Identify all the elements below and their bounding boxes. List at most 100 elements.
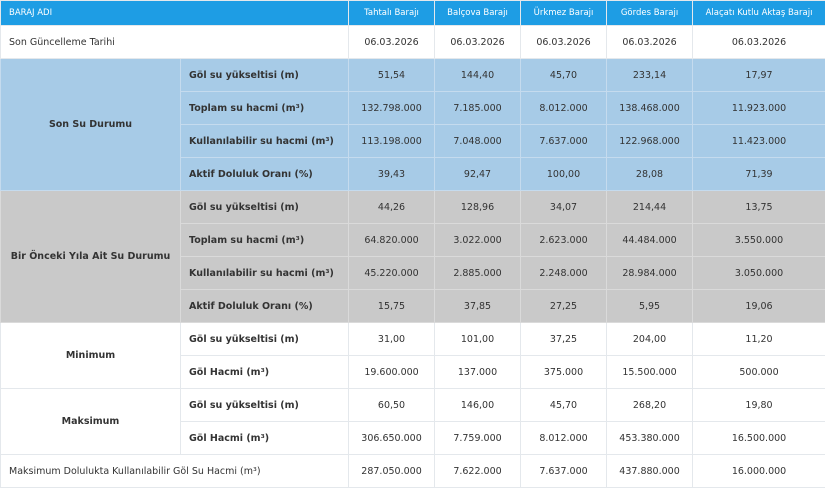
row-label: Toplam su hacmi (m³) <box>181 224 349 257</box>
value-cell: 137.000 <box>435 356 521 389</box>
value-cell: 268,20 <box>607 389 693 422</box>
value-cell: 214,44 <box>607 191 693 224</box>
value-cell: 306.650.000 <box>349 422 435 455</box>
value-cell: 2.623.000 <box>521 224 607 257</box>
row-label: Göl Hacmi (m³) <box>181 356 349 389</box>
value-cell: 19,80 <box>693 389 825 422</box>
value-cell: 8.012.000 <box>521 422 607 455</box>
value-cell: 5,95 <box>607 290 693 323</box>
value-cell: 204,00 <box>607 323 693 356</box>
value-cell: 06.03.2026 <box>349 26 435 59</box>
row-label: Göl su yükseltisi (m) <box>181 59 349 92</box>
row-label: Göl su yükseltisi (m) <box>181 191 349 224</box>
value-cell: 500.000 <box>693 356 825 389</box>
value-cell: 101,00 <box>435 323 521 356</box>
value-cell: 51,54 <box>349 59 435 92</box>
value-cell: 92,47 <box>435 158 521 191</box>
value-cell: 45.220.000 <box>349 257 435 290</box>
value-cell: 375.000 <box>521 356 607 389</box>
value-cell: 122.968.000 <box>607 125 693 158</box>
value-cell: 2.248.000 <box>521 257 607 290</box>
row-label: Göl su yükseltisi (m) <box>181 323 349 356</box>
value-cell: 233,14 <box>607 59 693 92</box>
value-cell: 8.012.000 <box>521 92 607 125</box>
value-cell: 16.500.000 <box>693 422 825 455</box>
value-cell: 132.798.000 <box>349 92 435 125</box>
value-cell: 15,75 <box>349 290 435 323</box>
value-cell: 60,50 <box>349 389 435 422</box>
group-label: Bir Önceki Yıla Ait Su Durumu <box>1 191 181 323</box>
row-label: Göl Hacmi (m³) <box>181 422 349 455</box>
value-cell: 06.03.2026 <box>435 26 521 59</box>
value-cell: 17,97 <box>693 59 825 92</box>
row-label: Kullanılabilir su hacmi (m³) <box>181 257 349 290</box>
value-cell: 144,40 <box>435 59 521 92</box>
last-row: Maksimum Dolulukta Kullanılabilir Göl Su… <box>1 455 825 488</box>
row-label: Son Güncelleme Tarihi <box>1 26 349 59</box>
value-cell: 146,00 <box>435 389 521 422</box>
value-cell: 7.759.000 <box>435 422 521 455</box>
value-cell: 128,96 <box>435 191 521 224</box>
column-header: Tahtalı Barajı <box>349 1 435 26</box>
value-cell: 06.03.2026 <box>521 26 607 59</box>
row-label: Aktif Doluluk Oranı (%) <box>181 158 349 191</box>
row-label: Aktif Doluluk Oranı (%) <box>181 290 349 323</box>
value-cell: 113.198.000 <box>349 125 435 158</box>
value-cell: 7.637.000 <box>521 125 607 158</box>
row-label: Göl su yükseltisi (m) <box>181 389 349 422</box>
value-cell: 45,70 <box>521 59 607 92</box>
value-cell: 44,26 <box>349 191 435 224</box>
value-cell: 44.484.000 <box>607 224 693 257</box>
value-cell: 13,75 <box>693 191 825 224</box>
value-cell: 437.880.000 <box>607 455 693 488</box>
value-cell: 06.03.2026 <box>607 26 693 59</box>
value-cell: 37,25 <box>521 323 607 356</box>
column-header: Alaçatı Kutlu Aktaş Barajı <box>693 1 825 26</box>
column-header: Ürkmez Barajı <box>521 1 607 26</box>
value-cell: 287.050.000 <box>349 455 435 488</box>
value-cell: 06.03.2026 <box>693 26 825 59</box>
header-label: BARAJ ADI <box>1 1 349 26</box>
value-cell: 7.637.000 <box>521 455 607 488</box>
value-cell: 100,00 <box>521 158 607 191</box>
row-label: Maksimum Dolulukta Kullanılabilir Göl Su… <box>1 455 349 488</box>
group-label: Maksimum <box>1 389 181 455</box>
column-header: Gördes Barajı <box>607 1 693 26</box>
value-cell: 31,00 <box>349 323 435 356</box>
value-cell: 453.380.000 <box>607 422 693 455</box>
column-header: Balçova Barajı <box>435 1 521 26</box>
group-label: Son Su Durumu <box>1 59 181 191</box>
row-label: Toplam su hacmi (m³) <box>181 92 349 125</box>
value-cell: 28.984.000 <box>607 257 693 290</box>
value-cell: 45,70 <box>521 389 607 422</box>
value-cell: 2.885.000 <box>435 257 521 290</box>
value-cell: 34,07 <box>521 191 607 224</box>
value-cell: 3.022.000 <box>435 224 521 257</box>
value-cell: 7.185.000 <box>435 92 521 125</box>
row-label: Kullanılabilir su hacmi (m³) <box>181 125 349 158</box>
value-cell: 3.050.000 <box>693 257 825 290</box>
value-cell: 138.468.000 <box>607 92 693 125</box>
value-cell: 3.550.000 <box>693 224 825 257</box>
value-cell: 11.923.000 <box>693 92 825 125</box>
value-cell: 27,25 <box>521 290 607 323</box>
value-cell: 37,85 <box>435 290 521 323</box>
value-cell: 64.820.000 <box>349 224 435 257</box>
value-cell: 16.000.000 <box>693 455 825 488</box>
value-cell: 19.600.000 <box>349 356 435 389</box>
value-cell: 28,08 <box>607 158 693 191</box>
value-cell: 71,39 <box>693 158 825 191</box>
value-cell: 11,20 <box>693 323 825 356</box>
value-cell: 19,06 <box>693 290 825 323</box>
value-cell: 11.423.000 <box>693 125 825 158</box>
value-cell: 7.622.000 <box>435 455 521 488</box>
group-label: Minimum <box>1 323 181 389</box>
